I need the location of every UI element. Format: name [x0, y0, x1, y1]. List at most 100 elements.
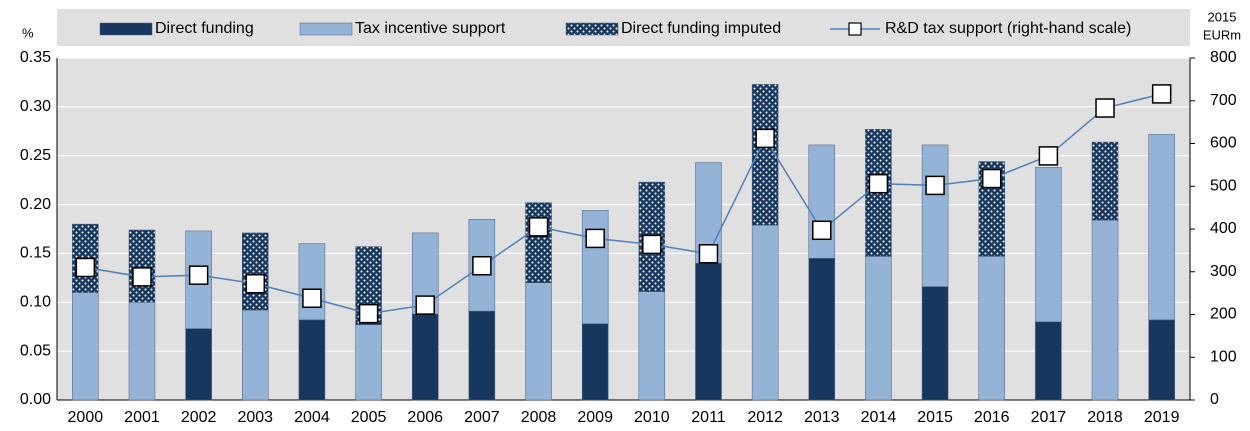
y2-tick-label: 400: [1210, 220, 1237, 237]
bar: [298, 243, 326, 321]
y-tick-label: 0.35: [20, 49, 51, 66]
y-tick-label: 0.05: [20, 342, 51, 359]
marker: [642, 234, 662, 255]
y2-tick-label: 700: [1210, 92, 1237, 109]
y2-tick-label: 600: [1210, 135, 1237, 152]
marker: [981, 168, 1002, 189]
y2-tick-label: 0: [1210, 391, 1219, 408]
marker: [1095, 98, 1115, 118]
x-tick-label: 2012: [747, 409, 783, 426]
legend-label: Direct funding: [155, 20, 254, 37]
legend-label: R&D tax support (right-hand scale): [885, 20, 1131, 37]
legend-label: Tax incentive support: [355, 20, 506, 37]
bar: [185, 328, 212, 401]
x-tick-label: 2018: [1087, 409, 1123, 426]
marker: [812, 220, 832, 241]
x-tick-label: 2001: [124, 409, 160, 426]
y-tick-label: 0.15: [20, 245, 51, 262]
legend-marker: [848, 22, 862, 36]
y2-axis-label: 2015: [1208, 9, 1237, 24]
bar: [128, 229, 156, 303]
marker: [925, 175, 945, 196]
y-tick-label: 0.25: [20, 147, 51, 164]
x-tick-label: 2005: [351, 409, 387, 426]
bar: [751, 224, 779, 401]
y-tick-label: 0.20: [20, 196, 51, 213]
x-tick-label: 2008: [521, 409, 557, 426]
marker: [755, 128, 775, 149]
y-tick-label: 0.00: [20, 391, 51, 408]
x-tick-label: 2013: [804, 409, 840, 426]
bar: [638, 291, 666, 401]
bar: [1091, 141, 1119, 221]
y2-tick-label: 100: [1210, 348, 1237, 365]
x-tick-label: 2000: [68, 409, 104, 426]
marker: [75, 257, 96, 278]
bar: [242, 309, 269, 401]
bar: [1148, 133, 1175, 321]
bar: [468, 310, 496, 401]
legend-swatch: [565, 22, 619, 36]
bar: [865, 256, 892, 401]
x-tick-label: 2007: [464, 409, 500, 426]
y2-tick-label: 300: [1210, 263, 1237, 280]
x-tick-label: 2009: [577, 409, 613, 426]
marker: [868, 173, 889, 194]
bar: [808, 144, 836, 259]
bar: [1035, 321, 1062, 401]
marker: [472, 256, 492, 276]
x-tick-label: 2006: [407, 409, 443, 426]
bar: [695, 262, 722, 401]
bar: [581, 210, 609, 325]
legend-swatch: [99, 22, 153, 36]
bar: [921, 144, 949, 287]
bar: [411, 313, 439, 401]
x-tick-label: 2019: [1144, 409, 1180, 426]
x-tick-label: 2010: [634, 409, 670, 426]
marker: [415, 295, 435, 315]
marker: [585, 228, 605, 249]
y2-tick-label: 200: [1210, 306, 1237, 323]
x-tick-label: 2002: [181, 409, 217, 426]
marker: [1151, 84, 1172, 104]
x-tick-label: 2004: [294, 409, 330, 426]
marker: [132, 267, 152, 287]
x-tick-label: 2016: [974, 409, 1010, 426]
marker: [302, 288, 322, 309]
bar: [1148, 319, 1175, 401]
y2-tick-label: 800: [1210, 49, 1237, 66]
bar: [1091, 219, 1119, 401]
bar: [1035, 167, 1062, 323]
y-axis-label: %: [22, 25, 34, 40]
legend-background: [57, 9, 1190, 46]
x-tick-label: 2015: [917, 409, 953, 426]
bar: [921, 286, 949, 401]
legend-swatch: [299, 22, 353, 36]
bar: [355, 324, 382, 401]
marker: [528, 217, 549, 237]
bar: [581, 323, 609, 401]
bar: [128, 302, 156, 401]
bar: [525, 202, 552, 283]
marker: [358, 303, 379, 324]
bar: [298, 319, 326, 401]
y2-axis-label: EURm: [1203, 27, 1241, 42]
bar: [525, 282, 552, 401]
bar: [72, 292, 99, 401]
x-tick-label: 2014: [861, 409, 897, 426]
plot-background: [57, 58, 1190, 400]
y2-tick-label: 500: [1210, 177, 1237, 194]
legend-label: Direct funding imputed: [621, 20, 781, 37]
marker: [1038, 146, 1059, 166]
marker: [698, 244, 719, 264]
x-tick-label: 2011: [691, 409, 726, 426]
marker: [245, 273, 266, 294]
x-tick-label: 2017: [1031, 409, 1067, 426]
marker: [188, 265, 209, 285]
y-tick-label: 0.10: [20, 294, 51, 311]
bar: [978, 256, 1005, 401]
bar: [808, 258, 836, 401]
bar: [242, 232, 269, 311]
bar: [751, 84, 779, 226]
